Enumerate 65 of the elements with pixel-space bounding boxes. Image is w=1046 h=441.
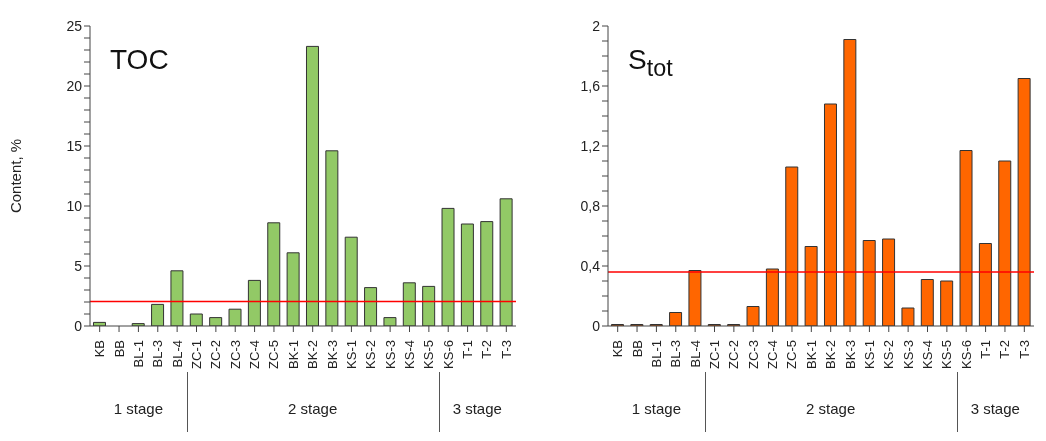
text: 1 stage [112,400,164,417]
x-tick-label: KS-5 [939,340,955,369]
y-tick-label: 25 [66,17,83,34]
y-tick-label: 20 [66,77,83,94]
x-tick-label: ZC-1 [189,340,204,369]
x-tick-label: BK-1 [285,340,301,369]
text: 3 stage [451,400,503,417]
y-tick-label: 0 [74,317,83,334]
x-tick-label: BL-3 [150,340,166,368]
x-tick-label: KS-3 [900,340,916,369]
text: 2 stage [287,400,339,417]
y-tick-label: 2 [592,17,601,34]
text: 1 stage [630,400,682,417]
x-tick-label: ZC-5 [266,340,282,369]
y-tick-label: 10 [66,197,83,214]
x-tick-label: KS-3 [382,340,398,369]
y-tick-label: 1,2 [580,137,601,154]
x-tick-label: BB [629,340,645,358]
x-tick-label: BK-1 [803,340,819,369]
x-tick-label: ZC-3 [745,340,761,369]
x-tick-label: ZC-4 [247,340,263,369]
x-tick-label: KS-2 [881,340,897,369]
x-tick-label: KS-1 [343,340,359,369]
x-tick-label: BK-2 [823,340,839,369]
x-tick-label: ZC-5 [784,340,800,369]
x-tick-label: ZC-2 [726,340,742,369]
x-tick-label: T-2 [479,340,495,359]
x-tick-label: T-3 [498,340,514,359]
x-tick-label: BK-2 [305,340,321,369]
text: 3 stage [969,400,1021,417]
x-tick-label: KS-6 [440,340,456,369]
x-tick-label: BL-1 [648,340,664,368]
x-tick-label: KS-4 [402,340,417,369]
x-tick-label: T-1 [978,340,994,359]
x-tick-label: ZC-1 [707,340,722,369]
x-tick-label: BL-3 [668,340,684,368]
x-tick-label: BK-3 [324,340,340,369]
x-tick-label: KS-6 [958,340,974,369]
y-tick-label: 15 [66,137,83,154]
x-tick-label: BB [111,340,127,358]
text: 2 stage [805,400,857,417]
x-tick-label: ZC-2 [208,340,224,369]
x-tick-label: KB [92,340,108,358]
y-tick-label: 1,6 [580,77,601,94]
text: S$_{tot}$ [628,44,673,82]
x-tick-label: BK-3 [842,340,858,369]
x-tick-label: T-1 [460,340,476,359]
y-tick-label: 0,4 [580,257,601,274]
y-tick-label: 5 [74,257,83,274]
x-tick-label: BL-1 [130,340,146,368]
x-tick-label: KS-1 [861,340,877,369]
x-tick-label: KS-5 [421,340,437,369]
x-tick-label: BL-4 [687,340,703,368]
y-tick-label: 0,8 [580,197,601,214]
x-tick-label: KS-2 [363,340,379,369]
x-tick-label: BL-4 [169,340,185,368]
x-tick-label: KS-4 [920,340,935,369]
y-tick-label: 0 [592,317,601,334]
x-tick-label: ZC-3 [227,340,243,369]
x-tick-label: T-3 [1016,340,1032,359]
y-axis-title: Content, % [7,138,25,214]
x-tick-label: T-2 [997,340,1013,359]
x-tick-label: KB [610,340,626,358]
x-tick-label: ZC-4 [765,340,781,369]
text: TOC [110,44,169,76]
